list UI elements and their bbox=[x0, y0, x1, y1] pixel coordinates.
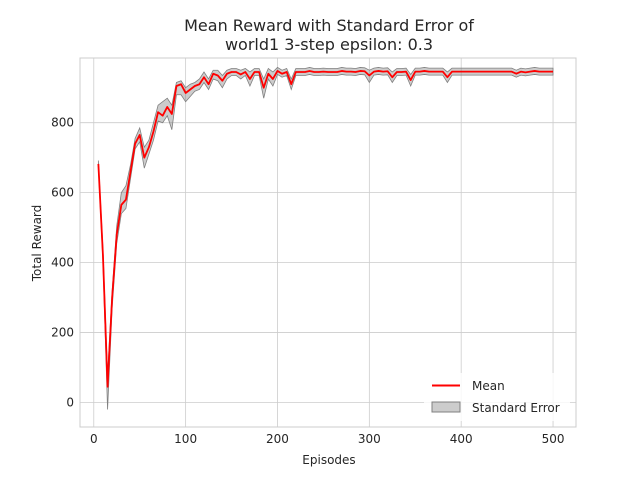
y-tick-label: 400 bbox=[51, 256, 74, 270]
x-axis-label: Episodes bbox=[302, 453, 355, 467]
plot-frame bbox=[79, 57, 577, 428]
legend: Mean Standard Error bbox=[424, 373, 570, 421]
legend-stderr-label: Standard Error bbox=[472, 401, 560, 415]
legend-mean-swatch bbox=[432, 384, 460, 387]
x-tick-label: 0 bbox=[90, 432, 98, 446]
legend-mean-label: Mean bbox=[472, 379, 505, 393]
x-tick-label: 500 bbox=[542, 432, 565, 446]
y-tick-label: 800 bbox=[51, 116, 74, 130]
legend-box bbox=[424, 373, 570, 421]
standard-error-band bbox=[97, 66, 554, 410]
y-tick-label: 600 bbox=[51, 186, 74, 200]
mean-line bbox=[97, 70, 554, 388]
plot-area: 0 100 200 300 400 500 0 200 400 600 800 bbox=[51, 57, 577, 446]
plot-background bbox=[80, 58, 576, 427]
chart-title-line2: world1 3-step epsilon: 0.3 bbox=[225, 35, 433, 54]
y-tick-label: 0 bbox=[66, 396, 74, 410]
legend-stderr-swatch bbox=[431, 401, 461, 413]
x-tick-label: 200 bbox=[266, 432, 289, 446]
x-tick-label: 300 bbox=[358, 432, 381, 446]
x-tick-label: 400 bbox=[450, 432, 473, 446]
x-tick-label: 100 bbox=[174, 432, 197, 446]
y-tick-label: 200 bbox=[51, 326, 74, 340]
y-axis-label: Total Reward bbox=[30, 205, 44, 283]
chart-title-line1: Mean Reward with Standard Error of bbox=[184, 16, 474, 35]
